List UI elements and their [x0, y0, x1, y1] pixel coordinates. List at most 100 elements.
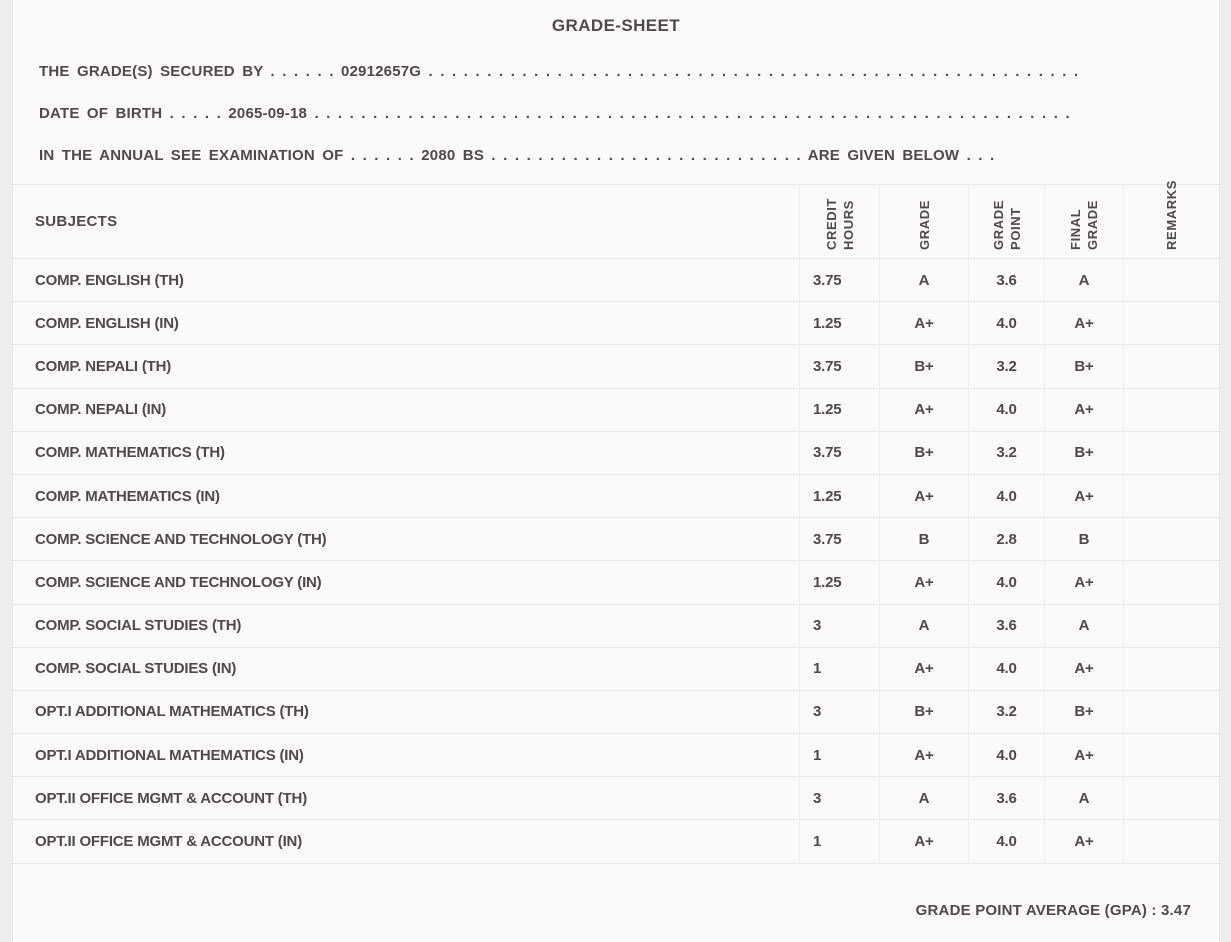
final-grade-cell: A+ [1044, 820, 1123, 863]
final-grade-value: A [1078, 271, 1090, 289]
final-grade-value: A+ [1074, 573, 1094, 591]
grade-value: A+ [914, 746, 934, 764]
final-grade-value: A+ [1074, 660, 1094, 678]
credit-hours-cell: 3.75 [799, 259, 879, 302]
credit-hours-value: 3 [813, 703, 822, 721]
final-grade-value: B+ [1074, 703, 1094, 721]
credit-hours-cell: 3.75 [799, 431, 879, 474]
grade-cell: B+ [879, 345, 968, 388]
grade-sheet-card: GRADE-SHEET THE GRADE(S) SECURED BY . . … [12, 0, 1220, 942]
grade-point-value: 4.0 [996, 660, 1017, 678]
gpa-value: 3.47 [1161, 901, 1191, 919]
student-symbol-number: 02912657G [340, 63, 422, 80]
subject-label: COMP. MATHEMATICS (TH) [35, 444, 225, 462]
remarks-cell [1123, 431, 1219, 474]
credit-hours-value: 1.25 [813, 487, 842, 505]
grade-value: A+ [914, 487, 934, 505]
mid-dots: . . . . . . . . . . . . . . . . . . . . … [484, 147, 808, 164]
table-row: COMP. SCIENCE AND TECHNOLOGY (TH) 3.75 B… [13, 518, 1219, 562]
grades-secured-label: THE GRADE(S) SECURED BY [39, 63, 264, 80]
grade-point-value: 3.6 [996, 271, 1017, 289]
final-grade-value: A [1078, 617, 1090, 635]
final-grade-header-label: FINAL GRADE [1068, 200, 1100, 250]
table-row: COMP. MATHEMATICS (IN) 1.25 A+ 4.0 A+ [13, 474, 1219, 519]
final-grade-cell: A+ [1044, 388, 1123, 431]
grade-cell: A+ [879, 561, 968, 604]
subject-label: OPT.I ADDITIONAL MATHEMATICS (IN) [35, 746, 304, 764]
header-grade-cell: GRADE [879, 185, 968, 258]
grade-point-value: 4.0 [996, 314, 1017, 332]
grade-point-value: 3.2 [996, 703, 1017, 721]
final-grade-cell: A+ [1044, 561, 1123, 604]
date-of-birth-value: 2065-09-18 [228, 105, 308, 122]
credit-hours-value: 3.75 [813, 357, 842, 375]
remarks-cell [1123, 604, 1219, 647]
subject-cell: COMP. NEPALI (IN) [13, 389, 799, 431]
leader-dots: . . . . . . [263, 63, 341, 80]
grade-value: B+ [914, 357, 934, 375]
subject-label: COMP. SOCIAL STUDIES (TH) [35, 617, 242, 635]
grade-point-value: 4.0 [996, 746, 1017, 764]
grade-point-value: 4.0 [996, 833, 1017, 851]
credit-hours-cell: 1 [799, 647, 879, 690]
credit-hours-cell: 1 [799, 820, 879, 863]
grade-point-cell: 3.2 [968, 431, 1044, 474]
table-row: COMP. MATHEMATICS (TH) 3.75 B+ 3.2 B+ [13, 431, 1219, 475]
grade-point-header-label: GRADE POINT [990, 200, 1023, 250]
credit-hours-value: 1.25 [813, 314, 842, 332]
final-grade-value: A+ [1074, 401, 1094, 419]
final-grade-cell: B [1044, 518, 1123, 561]
grade-point-cell: 3.2 [968, 345, 1044, 388]
subject-label: COMP. NEPALI (TH) [35, 357, 172, 375]
subject-label: COMP. ENGLISH (IN) [35, 314, 179, 332]
remarks-cell [1123, 345, 1219, 388]
grade-point-cell: 4.0 [968, 474, 1044, 518]
grade-point-value: 3.2 [996, 444, 1017, 462]
grade-value: A [918, 271, 930, 289]
final-grade-value: B+ [1074, 444, 1094, 462]
remarks-cell [1123, 647, 1219, 690]
subjects-header-label: SUBJECTS [35, 213, 118, 230]
remarks-cell [1123, 777, 1219, 820]
grade-value: A+ [914, 314, 934, 332]
final-grade-cell: A+ [1044, 734, 1123, 777]
table-row: COMP. ENGLISH (TH) 3.75 A 3.6 A [13, 259, 1219, 303]
subject-cell: COMP. SCIENCE AND TECHNOLOGY (IN) [13, 561, 799, 603]
grade-point-cell: 4.0 [968, 302, 1044, 345]
subject-cell: COMP. SCIENCE AND TECHNOLOGY (TH) [13, 518, 799, 560]
header-grade-point-cell: GRADE POINT [968, 185, 1044, 258]
grade-value: A+ [914, 660, 934, 678]
date-of-birth-label: DATE OF BIRTH [39, 105, 163, 122]
credit-hours-cell: 1.25 [799, 561, 879, 604]
examination-line: IN THE ANNUAL SEE EXAMINATION OF . . . .… [13, 135, 1219, 177]
grade-cell: A [879, 777, 968, 820]
gpa-label: GRADE POINT AVERAGE (GPA) : [915, 901, 1161, 919]
leader-dots: . . . . . [162, 105, 229, 122]
subject-cell: COMP. MATHEMATICS (IN) [13, 475, 799, 517]
subject-cell: OPT.I ADDITIONAL MATHEMATICS (IN) [13, 734, 799, 776]
grade-point-value: 4.0 [996, 487, 1017, 505]
remarks-cell [1123, 474, 1219, 518]
final-grade-cell: B+ [1044, 345, 1123, 388]
credit-hours-cell: 1 [799, 734, 879, 777]
grade-point-cell: 3.6 [968, 777, 1044, 820]
credit-hours-cell: 3.75 [799, 345, 879, 388]
grade-cell: B [879, 518, 968, 561]
credit-hours-value: 3.75 [813, 530, 842, 548]
credit-hours-header-label: CREDIT HOURS [823, 198, 856, 250]
subject-cell: OPT.I ADDITIONAL MATHEMATICS (TH) [13, 691, 799, 733]
final-grade-cell: A+ [1044, 302, 1123, 345]
remarks-header-label: REMARKS [1164, 180, 1179, 250]
grade-cell: A+ [879, 647, 968, 690]
examination-label: IN THE ANNUAL SEE EXAMINATION OF [39, 147, 344, 164]
credit-hours-cell: 3 [799, 604, 879, 647]
credit-hours-cell: 1.25 [799, 388, 879, 431]
leader-dots: . . . . . . [343, 147, 422, 164]
table-row: OPT.I ADDITIONAL MATHEMATICS (IN) 1 A+ 4… [13, 734, 1219, 778]
grade-cell: A+ [879, 388, 968, 431]
header-credit-hours-cell: CREDIT HOURS [799, 185, 879, 258]
grade-value: A+ [914, 833, 934, 851]
credit-hours-value: 1 [813, 833, 822, 851]
subject-cell: COMP. ENGLISH (TH) [13, 259, 799, 301]
credit-hours-value: 3 [813, 617, 822, 635]
